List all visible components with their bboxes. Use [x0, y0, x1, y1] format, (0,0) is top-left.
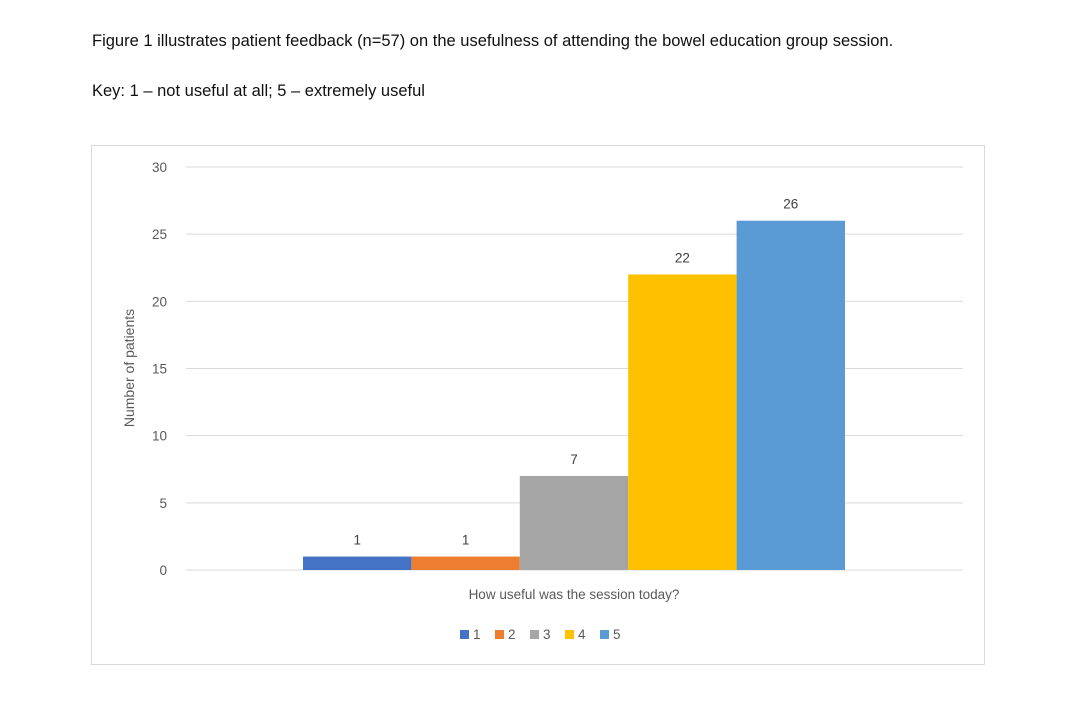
legend-swatch-3: [530, 630, 539, 639]
legend-label-3: 3: [543, 627, 551, 642]
legend-label-5: 5: [613, 627, 621, 642]
legend-label-2: 2: [508, 627, 516, 642]
y-tick-label: 0: [159, 563, 167, 578]
y-tick-label: 20: [152, 294, 167, 309]
legend-label-1: 1: [473, 627, 481, 642]
y-tick-label: 15: [152, 362, 167, 377]
legend-swatch-2: [495, 630, 504, 639]
bar-1: [303, 556, 412, 570]
data-labels: 1 1 7 22 26: [353, 197, 798, 548]
y-tick-label: 10: [152, 429, 167, 444]
y-axis-label: Number of patients: [121, 309, 137, 427]
x-axis-label: How useful was the session today?: [469, 587, 680, 602]
bar-5: [736, 220, 845, 570]
y-axis-ticks: 0 5 10 15 20 25 30: [152, 160, 167, 578]
y-tick-label: 25: [152, 227, 167, 242]
legend: 1 2 3 4 5: [460, 627, 621, 642]
legend-swatch-1: [460, 630, 469, 639]
legend-label-4: 4: [578, 627, 586, 642]
data-label-2: 1: [462, 533, 470, 548]
key-legend-text: Key: 1 – not useful at all; 5 – extremel…: [92, 82, 425, 100]
y-tick-label: 5: [159, 496, 167, 511]
bars: [303, 220, 845, 570]
figure-caption: Figure 1 illustrates patient feedback (n…: [92, 32, 894, 50]
y-tick-label: 30: [152, 160, 167, 175]
data-label-5: 26: [783, 197, 798, 212]
bar-3: [519, 475, 629, 570]
legend-swatch-5: [600, 630, 609, 639]
legend-swatch-4: [565, 630, 574, 639]
data-label-1: 1: [353, 533, 361, 548]
bar-2: [411, 556, 520, 570]
data-label-3: 7: [570, 452, 578, 467]
bar-4: [628, 274, 737, 570]
data-label-4: 22: [675, 250, 690, 265]
